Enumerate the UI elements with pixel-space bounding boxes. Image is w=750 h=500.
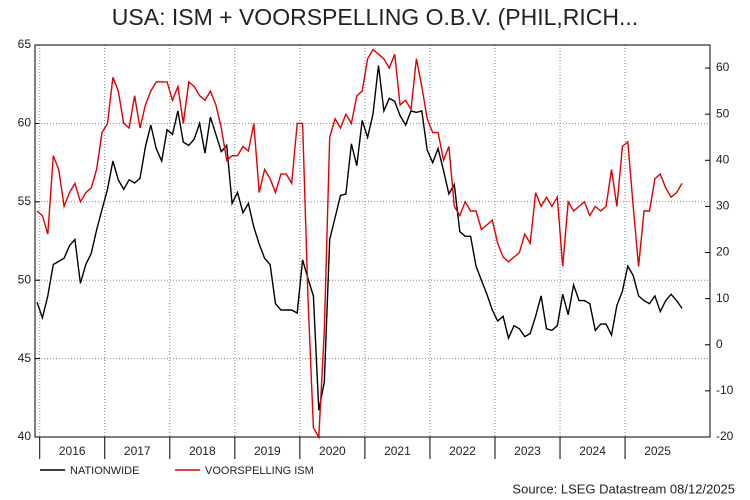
legend-label: NATIONWIDE xyxy=(70,465,139,477)
chart-title: USA: ISM + VOORSPELLING O.B.V. (PHIL,RIC… xyxy=(112,4,638,30)
y2-tick-label: -20 xyxy=(716,429,734,443)
y2-tick-label: 50 xyxy=(716,106,730,120)
x-tick-label: 2016 xyxy=(59,444,86,458)
y2-tick-label: 0 xyxy=(716,337,723,351)
y-tick-label: 55 xyxy=(18,194,32,208)
x-tick-label: 2023 xyxy=(514,444,541,458)
y2-tick-label: -10 xyxy=(716,383,734,397)
x-tick-label: 2020 xyxy=(319,444,346,458)
plot-frame xyxy=(34,44,711,438)
x-tick-label: 2022 xyxy=(449,444,476,458)
x-tick-label: 2019 xyxy=(254,444,281,458)
y2-tick-label: 10 xyxy=(716,291,730,305)
y-tick-label: 50 xyxy=(18,272,32,286)
y2-tick-label: 20 xyxy=(716,245,730,259)
y2-tick-label: 60 xyxy=(716,60,730,74)
x-tick-label: 2017 xyxy=(124,444,151,458)
y-tick-label: 40 xyxy=(18,429,32,443)
x-tick-label: 2024 xyxy=(579,444,606,458)
x-tick-label: 2018 xyxy=(189,444,216,458)
series-line xyxy=(36,48,683,440)
legend-label: VOORSPELLING ISM xyxy=(205,465,314,477)
y-tick-label: 45 xyxy=(18,351,32,365)
series-line xyxy=(36,65,683,411)
y2-tick-label: 30 xyxy=(716,199,730,213)
y2-tick-label: 40 xyxy=(716,152,730,166)
y-tick-label: 65 xyxy=(18,37,32,51)
x-tick-label: 2025 xyxy=(644,444,671,458)
y-tick-label: 60 xyxy=(18,116,32,130)
x-tick-label: 2021 xyxy=(384,444,411,458)
source: Source: LSEG Datastream 08/12/2025 xyxy=(512,481,735,496)
